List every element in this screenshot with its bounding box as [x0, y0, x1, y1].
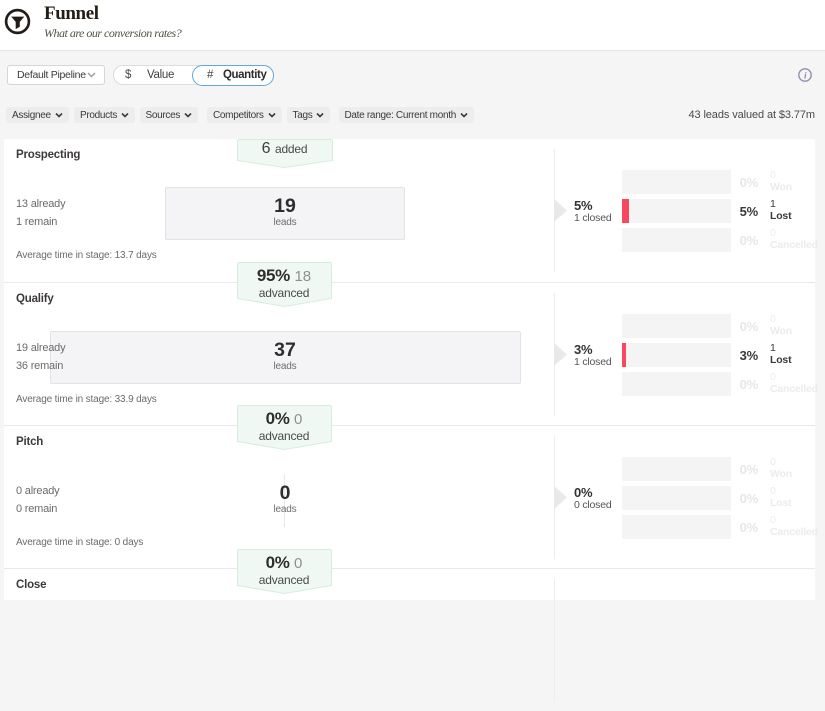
svg-text:i: i	[804, 71, 807, 81]
